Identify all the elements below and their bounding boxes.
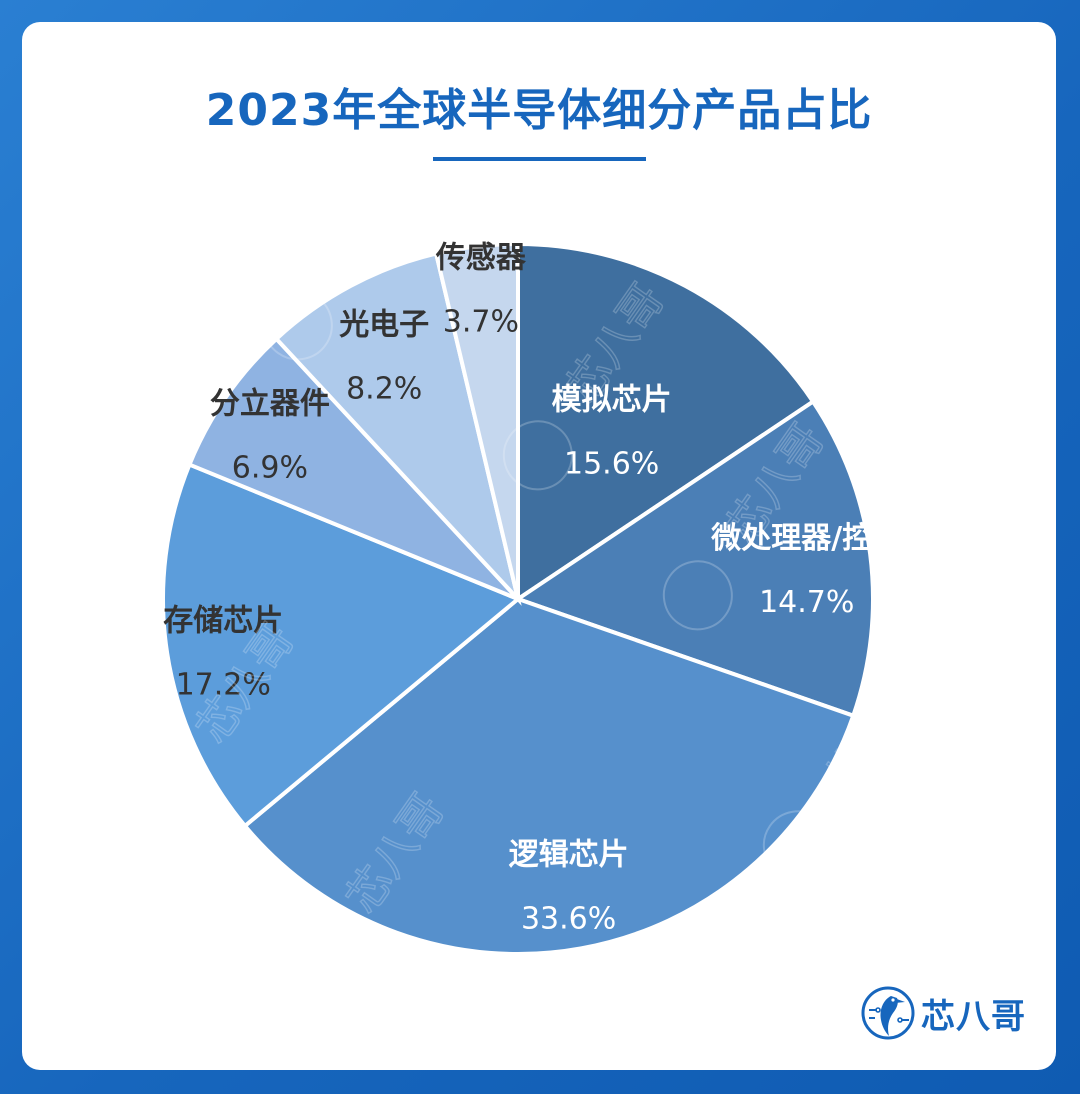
- slice-label: 光电子: [339, 307, 429, 342]
- slice-value-label: 33.6%: [521, 901, 616, 936]
- slice-label: 模拟芯片: [552, 383, 672, 418]
- pie-slice: [242, 596, 856, 956]
- slice-label: 分立器件: [210, 386, 330, 421]
- slice-label: 逻辑芯片: [509, 837, 629, 872]
- slice-label: 存储芯片: [163, 603, 283, 638]
- slice-value-label: 3.7%: [443, 305, 519, 340]
- brand-mark: 芯八哥: [861, 986, 1026, 1040]
- pie-slice: [513, 398, 875, 719]
- pie-slice: [186, 336, 520, 601]
- pie-slice: [433, 241, 520, 600]
- pie-slice: [273, 251, 522, 606]
- slice-value-label: 15.6%: [564, 447, 659, 482]
- slice-value-label: 6.9%: [232, 450, 308, 485]
- chart-title: 2023年全球半导体细分产品占比: [205, 85, 873, 136]
- slice-value-label: 8.2%: [346, 371, 422, 406]
- brand-name: 芯八哥: [921, 996, 1026, 1037]
- slice-value-label: 14.7%: [759, 585, 854, 620]
- slice-label: 微处理器/控制: [710, 521, 902, 556]
- pie-chart: 模拟芯片 15.6% 微处理器/控制 14.7% 逻辑芯片 33.6% 存储芯片 17.2% 分…: [161, 240, 902, 956]
- pie-slices: [161, 241, 875, 956]
- title-underline: [433, 157, 646, 161]
- pie-labels: 模拟芯片 15.6% 微处理器/控制 14.7% 逻辑芯片 33.6% 存储芯片 17.2% 分…: [163, 241, 902, 937]
- slice-label: 传感器: [435, 241, 527, 276]
- pie-slice: [161, 461, 522, 829]
- kingfisher-bird-icon: [861, 986, 915, 1040]
- pie-slice: [516, 241, 816, 603]
- slice-value-label: 17.2%: [176, 667, 271, 702]
